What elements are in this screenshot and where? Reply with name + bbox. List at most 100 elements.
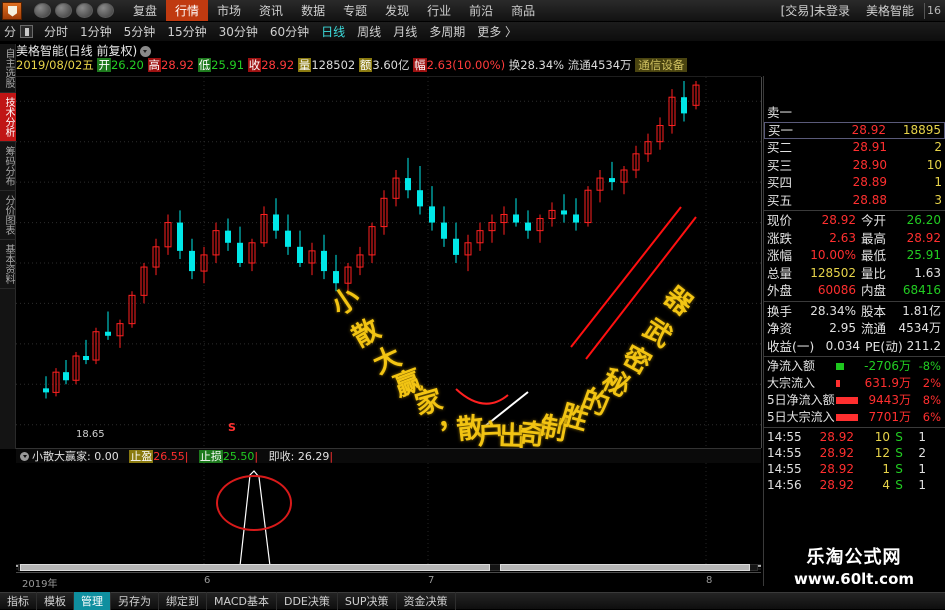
orderbook-label: 卖一	[767, 105, 793, 120]
clock-label: 16	[927, 4, 941, 17]
period-15min[interactable]: 15分钟	[167, 25, 207, 39]
stat-row-eps: 收益(一) 0.034 PE(动) 211.2	[764, 338, 945, 356]
app-logo-icon[interactable]	[2, 1, 22, 20]
status-item-bangdingdao[interactable]: 绑定到	[159, 592, 207, 610]
date-axis: 2019年 6 7 8	[16, 572, 761, 590]
status-item-zhibiao[interactable]: 指标	[0, 592, 37, 610]
sidebar-item-zizhuxuangu[interactable]: 自主选股	[0, 44, 16, 93]
flow-bar	[836, 414, 858, 421]
orderbook-row-buy3[interactable]: 买三 28.90 10	[764, 157, 945, 175]
stat-value: 4534万	[898, 321, 941, 335]
flow-row-block: 大宗流入 631.9万 2%	[764, 375, 945, 392]
menu-item-hangqing[interactable]: 行情	[166, 0, 209, 21]
menu-item-zhuanti[interactable]: 专题	[343, 4, 368, 18]
tick-count: 1	[918, 462, 926, 476]
main-candlestick-chart[interactable]: 26.0025.0024.0023.0022.0021.0020.0019.00…	[16, 76, 796, 453]
menu-item-faxian[interactable]: 发现	[385, 4, 410, 18]
stat-row-turnover: 换手 28.34% 股本 1.81亿	[764, 303, 945, 321]
tick-side: S	[895, 446, 903, 460]
status-item-sup[interactable]: SUP决策	[338, 592, 397, 610]
amount-tag: 额	[358, 58, 373, 72]
site-name-cn: 乐淘公式网	[806, 547, 902, 568]
stat-row-change: 涨跌 2.63 最高 28.92	[764, 230, 945, 248]
refresh-circle-icon[interactable]	[76, 3, 93, 18]
sidebar-item-choumafenbu[interactable]: 筹码分布	[0, 142, 16, 191]
menu-item-shangpin[interactable]: 商品	[511, 4, 536, 18]
divider	[764, 356, 945, 357]
sector-badge[interactable]: 通信设备	[635, 58, 688, 72]
period-multi[interactable]: 多周期	[429, 25, 466, 39]
close-tag: 收	[247, 58, 262, 72]
period-30min[interactable]: 30分钟	[218, 25, 258, 39]
stat-value: 211.2	[906, 338, 941, 353]
chevron-down-circle-icon[interactable]	[140, 46, 152, 57]
status-item-muban[interactable]: 模板	[37, 592, 74, 610]
flow-percent: 8%	[922, 393, 941, 407]
high-value: 28.92	[161, 58, 194, 72]
chart-horizontal-scrollbar[interactable]	[18, 564, 758, 571]
indicator-subchart[interactable]: 1.501.251.000.750.500.25	[16, 463, 788, 570]
orderbook-row-buy1[interactable]: 买一 28.92 18895	[764, 121, 945, 139]
stat-row-outin: 外盘 60086 内盘 68416	[764, 282, 945, 300]
status-item-zijin[interactable]: 资金决策	[397, 592, 456, 610]
sidebar-item-jishufenxi[interactable]: 技术分析	[0, 93, 16, 142]
orderbook-price: 28.89	[852, 175, 887, 189]
orderbook-row-buy5[interactable]: 买五 28.88 3	[764, 192, 945, 210]
menu-item-zixun[interactable]: 资讯	[259, 4, 284, 18]
site-url: www.60lt.com	[793, 570, 915, 588]
flow-bar	[836, 363, 844, 370]
period-monthly[interactable]: 月线	[393, 25, 418, 39]
high-tag: 高	[147, 58, 162, 72]
status-item-lingcunwei[interactable]: 另存为	[111, 592, 159, 610]
orderbook-row-buy4[interactable]: 买四 28.89 1	[764, 174, 945, 192]
period-1min[interactable]: 1分钟	[80, 25, 112, 39]
menu-item-shichang[interactable]: 市场	[217, 4, 242, 18]
orderbook-row-buy2[interactable]: 买二 28.91 2	[764, 139, 945, 157]
period-fenshi[interactable]: 分时	[44, 25, 69, 39]
menu-item-shuju[interactable]: 数据	[301, 4, 326, 18]
status-item-dde[interactable]: DDE决策	[277, 592, 338, 610]
stat-value: 60086	[817, 283, 856, 297]
divider	[924, 2, 925, 19]
period-toggle-icon[interactable]	[20, 25, 34, 38]
forward-circle-icon[interactable]	[55, 3, 72, 18]
stat-label: 最低	[861, 248, 887, 263]
back-circle-icon[interactable]	[34, 3, 51, 18]
tick-time: 14:55	[767, 462, 802, 476]
sidebar-item-fenjiatubiao[interactable]: 分价图表	[0, 191, 16, 240]
amount-value: 3.60亿	[372, 58, 410, 72]
period-weekly[interactable]: 周线	[357, 25, 382, 39]
period-more[interactable]: 更多 〉	[477, 25, 518, 39]
status-item-guanli[interactable]: 管理	[74, 592, 111, 610]
period-5min[interactable]: 5分钟	[123, 25, 156, 39]
scrollbar-thumb-left[interactable]	[20, 564, 490, 571]
login-status-button[interactable]: [交易]未登录	[780, 4, 850, 18]
period-daily[interactable]: 日线	[321, 25, 346, 39]
sidebar-item-jibenziliao[interactable]: 基本资料	[0, 240, 16, 289]
main-menu: 复盘 行情 市场 资讯 数据 专题 发现 行业 前沿 商品	[124, 0, 544, 21]
stat-label: 现价	[767, 213, 793, 228]
orderbook-volume: 2	[934, 140, 942, 154]
status-item-macd[interactable]: MACD基本	[207, 592, 277, 610]
menu-item-qianyan[interactable]: 前沿	[469, 4, 494, 18]
menu-item-hangye[interactable]: 行业	[427, 4, 452, 18]
scrollbar-thumb-right[interactable]	[500, 564, 750, 571]
flow-label: 5日净流入额	[767, 393, 835, 407]
chevron-down-circle-icon[interactable]	[20, 452, 29, 461]
current-stock-button[interactable]: 美格智能	[865, 4, 914, 18]
home-circle-icon[interactable]	[97, 3, 114, 18]
flow-percent: 6%	[922, 410, 941, 424]
orderbook-price: 28.90	[852, 157, 887, 172]
bottom-status-bar: 指标 模板 管理 另存为 绑定到 MACD基本 DDE决策 SUP决策 资金决策	[0, 592, 945, 610]
menu-item-fupan[interactable]: 复盘	[133, 4, 158, 18]
close-indicator-label: 即收	[268, 450, 291, 463]
stat-row-netasset: 净资 2.95 流通 4534万	[764, 320, 945, 338]
period-60min[interactable]: 60分钟	[269, 25, 310, 39]
quote-panel: 卖一 买一 28.92 18895 买二 28.91 2 买三 28.90 10…	[763, 76, 945, 586]
orderbook-row-sell1[interactable]: 卖一	[764, 104, 945, 122]
flow-label: 大宗流入	[767, 376, 816, 390]
stat-label: 收益(一)	[767, 338, 815, 354]
flow-label: 净流入额	[767, 359, 816, 373]
orderbook-label: 买四	[767, 175, 793, 190]
stat-label: 净资	[767, 321, 793, 336]
